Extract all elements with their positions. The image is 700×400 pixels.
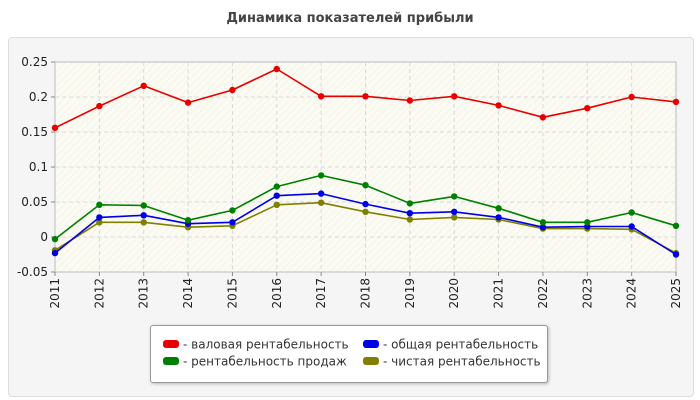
data-point <box>51 249 59 257</box>
x-tick-label: 2012 <box>92 278 106 309</box>
data-point <box>539 114 547 121</box>
legend-swatch <box>363 339 379 348</box>
data-point <box>495 214 502 221</box>
x-tick-label: 2015 <box>225 278 239 309</box>
data-point <box>628 223 635 230</box>
legend-label: - общая рентабельность <box>383 337 539 352</box>
data-point <box>672 98 680 106</box>
x-tick-label: 2017 <box>314 278 328 309</box>
data-point <box>229 207 236 214</box>
data-point <box>451 208 458 215</box>
x-tick-label: 2016 <box>270 278 284 309</box>
legend-swatch <box>363 356 379 365</box>
y-tick-label: 0.15 <box>21 125 48 139</box>
data-point <box>451 193 458 200</box>
data-point <box>317 190 325 197</box>
data-point <box>406 200 414 207</box>
data-point <box>539 224 547 231</box>
data-point <box>362 208 369 215</box>
data-point <box>539 219 547 226</box>
data-point <box>628 209 635 216</box>
x-tick-label: 2019 <box>403 278 417 309</box>
y-tick-label: 0 <box>40 230 48 244</box>
legend-item-gross: - валовая рентабельность <box>163 337 349 353</box>
data-point <box>362 182 369 189</box>
data-point <box>229 86 236 94</box>
data-point <box>96 214 103 221</box>
data-point <box>96 102 103 110</box>
data-point <box>51 235 59 243</box>
data-point <box>140 212 147 219</box>
legend: - валовая рентабельность - общая рентабе… <box>150 325 548 383</box>
data-point <box>229 219 236 226</box>
data-point <box>140 82 147 90</box>
data-point <box>362 200 369 208</box>
x-tick-label: 2011 <box>48 278 62 309</box>
x-tick-label: 2022 <box>536 278 550 309</box>
data-point <box>451 93 458 100</box>
data-point <box>628 93 635 101</box>
x-tick-label: 2013 <box>137 278 151 309</box>
legend-item-total: - общая рентабельность <box>363 337 538 353</box>
data-point <box>495 102 502 109</box>
data-point <box>672 222 680 229</box>
y-tick-label: 0.2 <box>29 90 48 104</box>
data-point <box>96 201 103 208</box>
data-point <box>317 199 325 206</box>
data-point <box>184 217 192 224</box>
data-point <box>140 219 147 226</box>
data-point <box>273 65 280 73</box>
y-tick-label: 0.25 <box>21 55 48 69</box>
y-tick-label: 0.05 <box>21 195 48 209</box>
legend-label: - рентабельность продаж <box>183 354 347 369</box>
legend-item-net: - чистая рентабельность <box>363 354 541 370</box>
legend-swatch <box>163 339 179 348</box>
y-tick-label: -0.05 <box>17 265 48 279</box>
chart-title: Динамика показателей прибыли <box>226 11 474 26</box>
data-point <box>584 219 591 226</box>
data-point <box>317 172 325 179</box>
data-point <box>451 214 458 221</box>
x-tick-label: 2014 <box>181 278 195 309</box>
x-tick-label: 2018 <box>359 278 373 309</box>
data-point <box>362 93 369 100</box>
legend-item-sales: - рентабельность продаж <box>163 354 347 370</box>
data-point <box>273 192 280 199</box>
data-point <box>273 201 280 208</box>
data-point <box>584 105 591 112</box>
data-point <box>317 93 325 100</box>
x-tick-label: 2024 <box>625 278 639 309</box>
x-tick-label: 2025 <box>669 278 683 309</box>
legend-label: - валовая рентабельность <box>183 337 349 352</box>
data-point <box>495 205 502 212</box>
data-point <box>51 124 59 131</box>
data-point <box>273 183 280 190</box>
legend-swatch <box>163 356 179 365</box>
x-tick-label: 2020 <box>447 278 461 309</box>
data-point <box>406 210 414 217</box>
x-tick-label: 2021 <box>492 278 506 309</box>
data-point <box>140 202 147 209</box>
y-tick-label: 0.1 <box>29 160 48 174</box>
data-point <box>184 99 192 106</box>
data-point <box>406 97 414 104</box>
x-tick-label: 2023 <box>580 278 594 309</box>
data-point <box>406 216 414 223</box>
data-point <box>672 251 680 258</box>
legend-label: - чистая рентабельность <box>383 354 541 369</box>
data-point <box>96 219 103 226</box>
